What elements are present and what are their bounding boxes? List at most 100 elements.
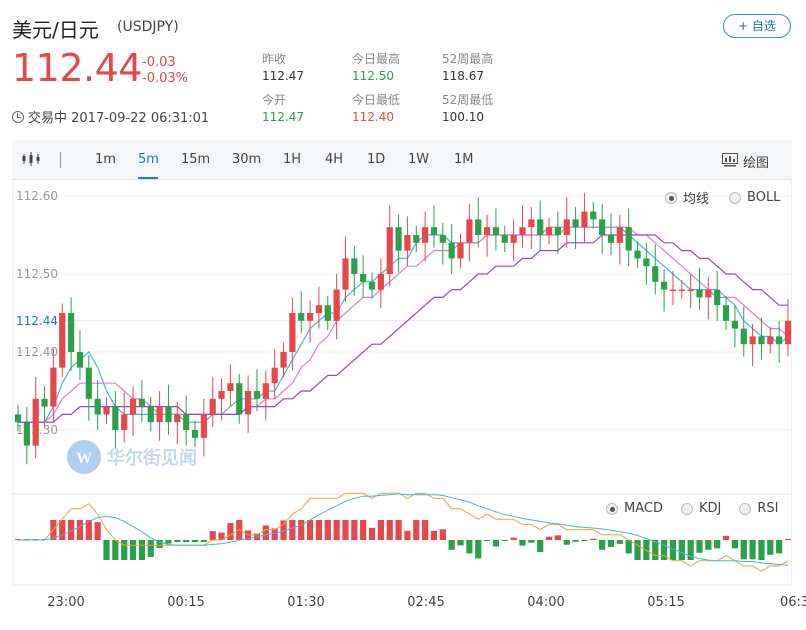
tab-30m[interactable]: 30m — [232, 152, 262, 167]
candle-body — [776, 336, 783, 345]
candle-body — [94, 398, 101, 415]
macd-bar — [492, 540, 500, 547]
candle-body — [271, 367, 278, 384]
legend-ma[interactable]: 均线 — [683, 192, 710, 207]
tab-1m-month[interactable]: 1M — [454, 152, 474, 167]
macd-bar — [616, 540, 623, 544]
tab-5m[interactable]: 5m — [138, 152, 159, 167]
tab-15m[interactable]: 15m — [181, 152, 211, 167]
candle-body — [50, 367, 57, 407]
macd-bar — [360, 520, 367, 540]
candle-body — [643, 258, 650, 267]
macd-bar — [129, 540, 137, 560]
macd-bar — [519, 540, 526, 546]
stat-label: 52周最低 — [442, 93, 494, 107]
legend-macd[interactable]: MACD — [624, 501, 663, 516]
candle-body — [430, 227, 438, 235]
x-tick-label: 02:45 — [407, 595, 444, 610]
tab-4h[interactable]: 4H — [325, 152, 344, 167]
draw-button[interactable]: 绘图 — [743, 156, 770, 171]
candle-body — [147, 406, 154, 423]
candle-body — [714, 289, 721, 306]
macd-bar — [731, 540, 738, 549]
radio-boll-icon[interactable] — [729, 191, 742, 204]
candle-body — [475, 219, 482, 235]
macd-bar — [289, 520, 296, 540]
candle-body — [351, 258, 358, 274]
macd-bar — [138, 540, 146, 560]
add-watchlist-button[interactable]: + 自选 — [723, 14, 791, 38]
macd-bar — [430, 530, 438, 540]
candle-body — [705, 289, 712, 298]
pair-title: 美元/日元 — [12, 18, 99, 42]
candlestick-type-icon[interactable] — [22, 152, 40, 166]
macd-bar — [625, 540, 632, 554]
macd-bar — [563, 540, 570, 545]
current-price-tick: 112.44 — [16, 314, 58, 328]
macd-bar — [669, 540, 677, 560]
x-tick-label: 23:00 — [47, 595, 84, 610]
macd-bar — [76, 520, 84, 540]
macd-bar — [652, 540, 659, 560]
watermark-logo-icon — [67, 440, 101, 474]
candle-body — [422, 227, 429, 243]
candle-body — [563, 219, 570, 235]
y-tick-label: 112.50 — [16, 267, 58, 281]
macd-bar — [112, 540, 119, 560]
candle-body — [103, 406, 110, 415]
tab-1h[interactable]: 1H — [283, 152, 302, 167]
macd-bar — [714, 540, 721, 549]
candle-body — [298, 313, 305, 321]
macd-bar — [740, 540, 747, 560]
candle-body — [200, 414, 207, 438]
candle-body — [129, 398, 137, 415]
change-percent: -0.03% — [142, 71, 188, 86]
legend-boll[interactable]: BOLL — [747, 190, 781, 205]
macd-bar — [147, 540, 154, 557]
radio-kdj-icon[interactable] — [680, 502, 693, 515]
candle-body — [174, 414, 181, 423]
radio-macd-icon[interactable] — [606, 502, 618, 515]
macd-bar — [776, 540, 783, 554]
legend-kdj[interactable]: KDJ — [698, 501, 722, 516]
candle-body — [138, 398, 146, 407]
chart-toolbar: 1m 5m 15m 30m 1H 4H 1D 1W 1M 绘图 — [12, 140, 792, 180]
macd-bar — [342, 520, 349, 540]
macd-bar — [696, 540, 703, 553]
macd-bar — [156, 540, 163, 549]
candle-body — [121, 414, 128, 430]
macd-bar — [634, 540, 641, 560]
macd-bar — [68, 520, 75, 540]
macd-bar — [59, 520, 66, 540]
stat-value: 112.40 — [352, 110, 394, 124]
macd-bar — [705, 540, 712, 550]
candle-body — [581, 211, 588, 228]
macd-bar — [165, 540, 172, 544]
tab-1m[interactable]: 1m — [95, 152, 116, 167]
macd-bar — [324, 520, 331, 540]
pair-code: (USDJPY) — [117, 19, 179, 35]
candle-body — [731, 320, 738, 329]
macd-bar — [501, 540, 508, 541]
candle-body — [165, 406, 172, 423]
legend-rsi[interactable]: RSI — [757, 501, 779, 516]
stat-value: 100.10 — [442, 110, 484, 124]
macd-bar — [218, 532, 225, 540]
change-value: -0.03 — [142, 55, 176, 70]
tab-1w[interactable]: 1W — [408, 152, 430, 167]
candle-body — [678, 289, 685, 292]
candle-body — [342, 258, 349, 290]
macd-bar — [395, 520, 402, 540]
radio-ma-icon[interactable] — [665, 191, 677, 204]
candle-body — [306, 313, 314, 321]
stat-52w-high: 52周最高 118.67 — [442, 51, 493, 85]
candle-body — [607, 235, 615, 243]
draw-icon[interactable] — [722, 152, 738, 167]
macd-bar — [271, 528, 278, 540]
candle-body — [59, 313, 66, 368]
radio-rsi-icon[interactable] — [739, 502, 752, 515]
candle-body — [510, 235, 517, 243]
candle-body — [413, 235, 420, 243]
tab-1d[interactable]: 1D — [367, 152, 386, 167]
